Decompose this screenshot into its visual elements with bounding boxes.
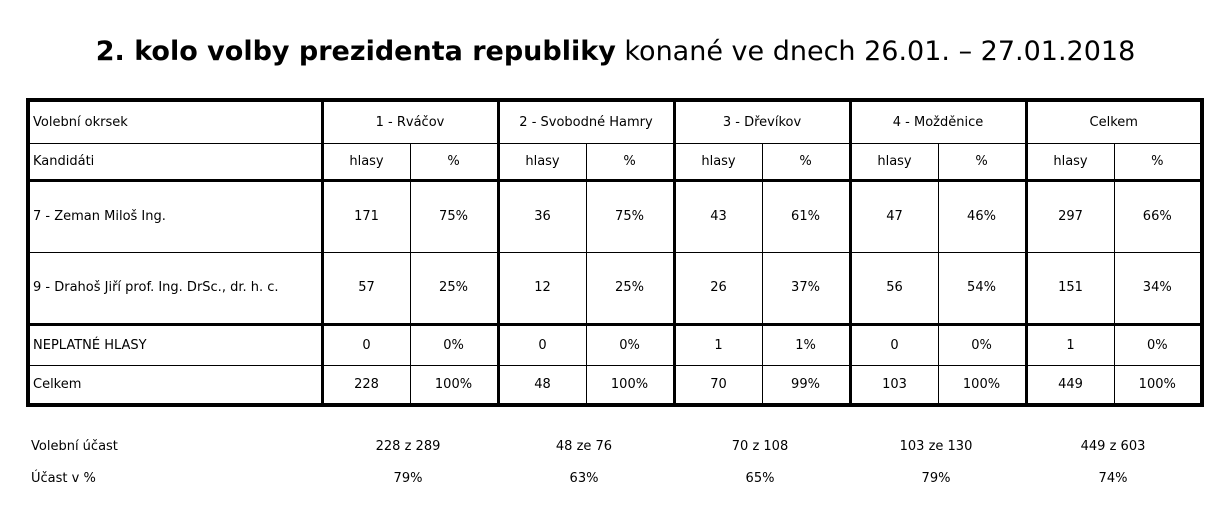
pct-cell: 0% [585, 322, 675, 366]
pct-header: % [409, 142, 499, 181]
pct-cell: 54% [937, 251, 1027, 325]
pct-cell: 0% [937, 322, 1027, 366]
turnout-pct-label: Účast v % [31, 470, 96, 486]
table-row: 7 - Zeman Miloš Ing. 171 75% 36 75% 43 6… [27, 178, 1203, 253]
district-header: 2 - Svobodné Hamry [496, 99, 675, 144]
pct-header: % [1113, 142, 1203, 181]
pct-cell: 75% [585, 178, 675, 253]
votes-cell: 48 [496, 364, 587, 406]
votes-cell: 12 [496, 251, 587, 325]
turnout-value: 449 z 603 [1080, 438, 1146, 454]
pct-header: % [761, 142, 851, 181]
row-label: 7 - Zeman Miloš Ing. [27, 178, 323, 253]
pct-cell: 100% [409, 364, 499, 406]
votes-cell: 1 [672, 322, 763, 366]
votes-cell: 103 [848, 364, 939, 406]
votes-header: hlasy [672, 142, 763, 181]
votes-cell: 0 [496, 322, 587, 366]
row-label: Celkem [27, 364, 323, 406]
header-label: Volební okrsek [27, 99, 323, 144]
turnout-pct-value: 65% [745, 470, 775, 486]
pct-cell: 100% [1113, 364, 1203, 406]
turnout-row: Volební účast 228 z 289 48 ze 76 70 z 10… [26, 430, 1202, 462]
turnout-pct-value: 79% [921, 470, 951, 486]
district-header: 3 - Dřevíkov [672, 99, 851, 144]
district-header-row: Volební okrsek 1 - Rváčov 2 - Svobodné H… [27, 99, 1203, 144]
votes-cell: 0 [320, 322, 411, 366]
pct-cell: 37% [761, 251, 851, 325]
votes-cell: 47 [848, 178, 939, 253]
votes-header: hlasy [320, 142, 411, 181]
table-row: 9 - Drahoš Jiří prof. Ing. DrSc., dr. h.… [27, 251, 1203, 325]
district-header: 4 - Možděnice [848, 99, 1027, 144]
pct-cell: 61% [761, 178, 851, 253]
row-label: 9 - Drahoš Jiří prof. Ing. DrSc., dr. h.… [27, 251, 323, 325]
pct-cell: 25% [585, 251, 675, 325]
votes-cell: 26 [672, 251, 763, 325]
votes-cell: 43 [672, 178, 763, 253]
subheader-label: Kandidáti [27, 142, 323, 181]
pct-cell: 46% [937, 178, 1027, 253]
votes-cell: 36 [496, 178, 587, 253]
votes-cell: 151 [1024, 251, 1115, 325]
votes-cell: 297 [1024, 178, 1115, 253]
title-bold: 2. kolo volby prezidenta republiky [95, 36, 616, 67]
pct-cell: 100% [585, 364, 675, 406]
votes-header: hlasy [848, 142, 939, 181]
turnout-pct-value: 79% [393, 470, 423, 486]
turnout-pct-row: Účast v % 79% 63% 65% 79% 74% [26, 462, 1202, 494]
turnout-pct-value: 63% [569, 470, 599, 486]
votes-cell: 171 [320, 178, 411, 253]
votes-cell: 449 [1024, 364, 1115, 406]
pct-cell: 34% [1113, 251, 1203, 325]
turnout-pct-value: 74% [1098, 470, 1128, 486]
turnout-value: 48 ze 76 [555, 438, 613, 454]
district-header: 1 - Rváčov [320, 99, 499, 144]
turnout-label: Volební účast [31, 438, 118, 454]
turnout-value: 70 z 108 [731, 438, 789, 454]
turnout-value: 103 ze 130 [899, 438, 973, 454]
title-dates: konané ve dnech 26.01. – 27.01.2018 [615, 36, 1136, 67]
pct-cell: 99% [761, 364, 851, 406]
pct-cell: 0% [1113, 322, 1203, 366]
pct-cell: 75% [409, 178, 499, 253]
table-row-total: Celkem 228 100% 48 100% 70 99% 103 100% … [27, 364, 1203, 406]
pct-header: % [585, 142, 675, 181]
table-row: NEPLATNÉ HLASY 0 0% 0 0% 1 1% 0 0% 1 0% [27, 322, 1203, 366]
pct-cell: 1% [761, 322, 851, 366]
votes-header: hlasy [496, 142, 587, 181]
row-label: NEPLATNÉ HLASY [27, 322, 323, 366]
votes-cell: 228 [320, 364, 411, 406]
pct-header: % [937, 142, 1027, 181]
pct-cell: 66% [1113, 178, 1203, 253]
turnout-table: Volební účast 228 z 289 48 ze 76 70 z 10… [26, 430, 1202, 494]
turnout-value: 228 z 289 [375, 438, 441, 454]
votes-cell: 70 [672, 364, 763, 406]
district-header: Celkem [1024, 99, 1203, 144]
pct-cell: 100% [937, 364, 1027, 406]
page-title: 2. kolo volby prezidenta republiky konan… [0, 36, 1231, 67]
votes-header: hlasy [1024, 142, 1115, 181]
pct-cell: 25% [409, 251, 499, 325]
results-table: Volební okrsek 1 - Rváčov 2 - Svobodné H… [26, 98, 1205, 407]
column-header-row: Kandidáti hlasy % hlasy % hlasy % hlasy … [27, 142, 1203, 181]
votes-cell: 57 [320, 251, 411, 325]
pct-cell: 0% [409, 322, 499, 366]
votes-cell: 56 [848, 251, 939, 325]
votes-cell: 1 [1024, 322, 1115, 366]
votes-cell: 0 [848, 322, 939, 366]
